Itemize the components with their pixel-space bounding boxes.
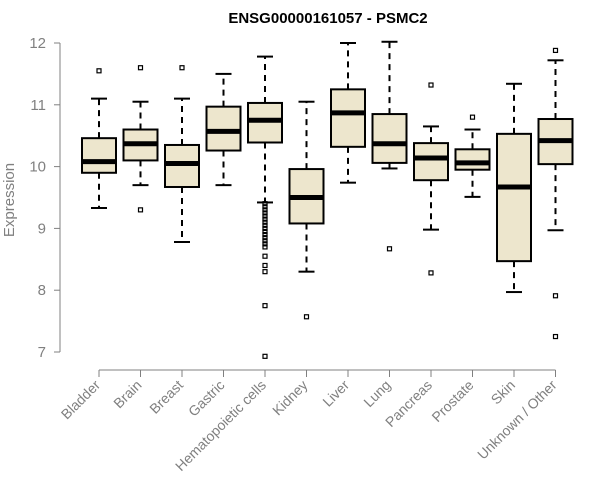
outlier-point <box>262 235 268 241</box>
x-tick-label: Prostate <box>428 377 476 425</box>
x-tick-label: Lung <box>360 377 393 410</box>
box-prostate <box>454 148 491 171</box>
outlier-point <box>262 262 268 269</box>
box-gastric <box>205 105 242 152</box>
x-tick-label: Breast <box>146 377 186 417</box>
outlier-point <box>262 303 268 309</box>
outlier-point <box>262 238 268 244</box>
box-liver <box>330 88 366 148</box>
outlier-point <box>262 241 268 247</box>
outlier-point <box>262 201 268 207</box>
outlier-point <box>96 68 102 74</box>
box-pancreas <box>413 142 449 182</box>
outlier-point <box>262 204 268 210</box>
y-tick-label: 12 <box>29 35 46 52</box>
x-tick-label: Unknown / Other <box>474 377 560 463</box>
box-lung <box>371 113 408 164</box>
outlier-point <box>386 246 393 252</box>
outlier-point <box>262 228 268 235</box>
outlier-point <box>262 231 268 238</box>
outlier-point <box>428 82 434 88</box>
outlier-point <box>428 270 434 276</box>
outlier-point <box>262 269 268 275</box>
y-tick-label: 9 <box>38 220 46 237</box>
chart-title: ENSG00000161057 - PSMC2 <box>228 10 427 27</box>
x-tick-label: Bladder <box>58 377 104 423</box>
outlier-point <box>262 213 268 219</box>
outlier-point <box>179 65 185 71</box>
outlier-point <box>262 219 268 225</box>
box-skin <box>496 132 532 263</box>
outlier-point <box>552 293 559 299</box>
outlier-point <box>262 253 268 259</box>
outlier-point <box>262 244 268 250</box>
y-tick-label: 8 <box>38 282 46 299</box>
outlier-point <box>137 65 144 71</box>
y-tick-label: 11 <box>30 97 46 114</box>
y-axis-label: Expression <box>1 163 18 237</box>
outlier-point <box>262 222 268 228</box>
outlier-point <box>262 353 268 359</box>
outlier-point <box>262 225 268 231</box>
outlier-point <box>137 207 144 213</box>
x-tick-label: Brain <box>110 377 144 411</box>
y-tick-label: 7 <box>38 344 46 361</box>
outlier-point <box>262 207 268 213</box>
box-bladder <box>81 137 117 174</box>
x-tick-label: Skin <box>488 377 519 408</box>
outlier-point <box>552 333 559 340</box>
outlier-point <box>552 47 559 54</box>
outlier-point <box>303 314 310 320</box>
outlier-point <box>262 216 268 222</box>
x-tick-label: Kidney <box>269 377 311 419</box>
outlier-point <box>469 114 476 120</box>
outlier-point <box>262 210 268 216</box>
x-tick-label: Liver <box>319 377 352 410</box>
y-tick-label: 10 <box>29 159 46 176</box>
